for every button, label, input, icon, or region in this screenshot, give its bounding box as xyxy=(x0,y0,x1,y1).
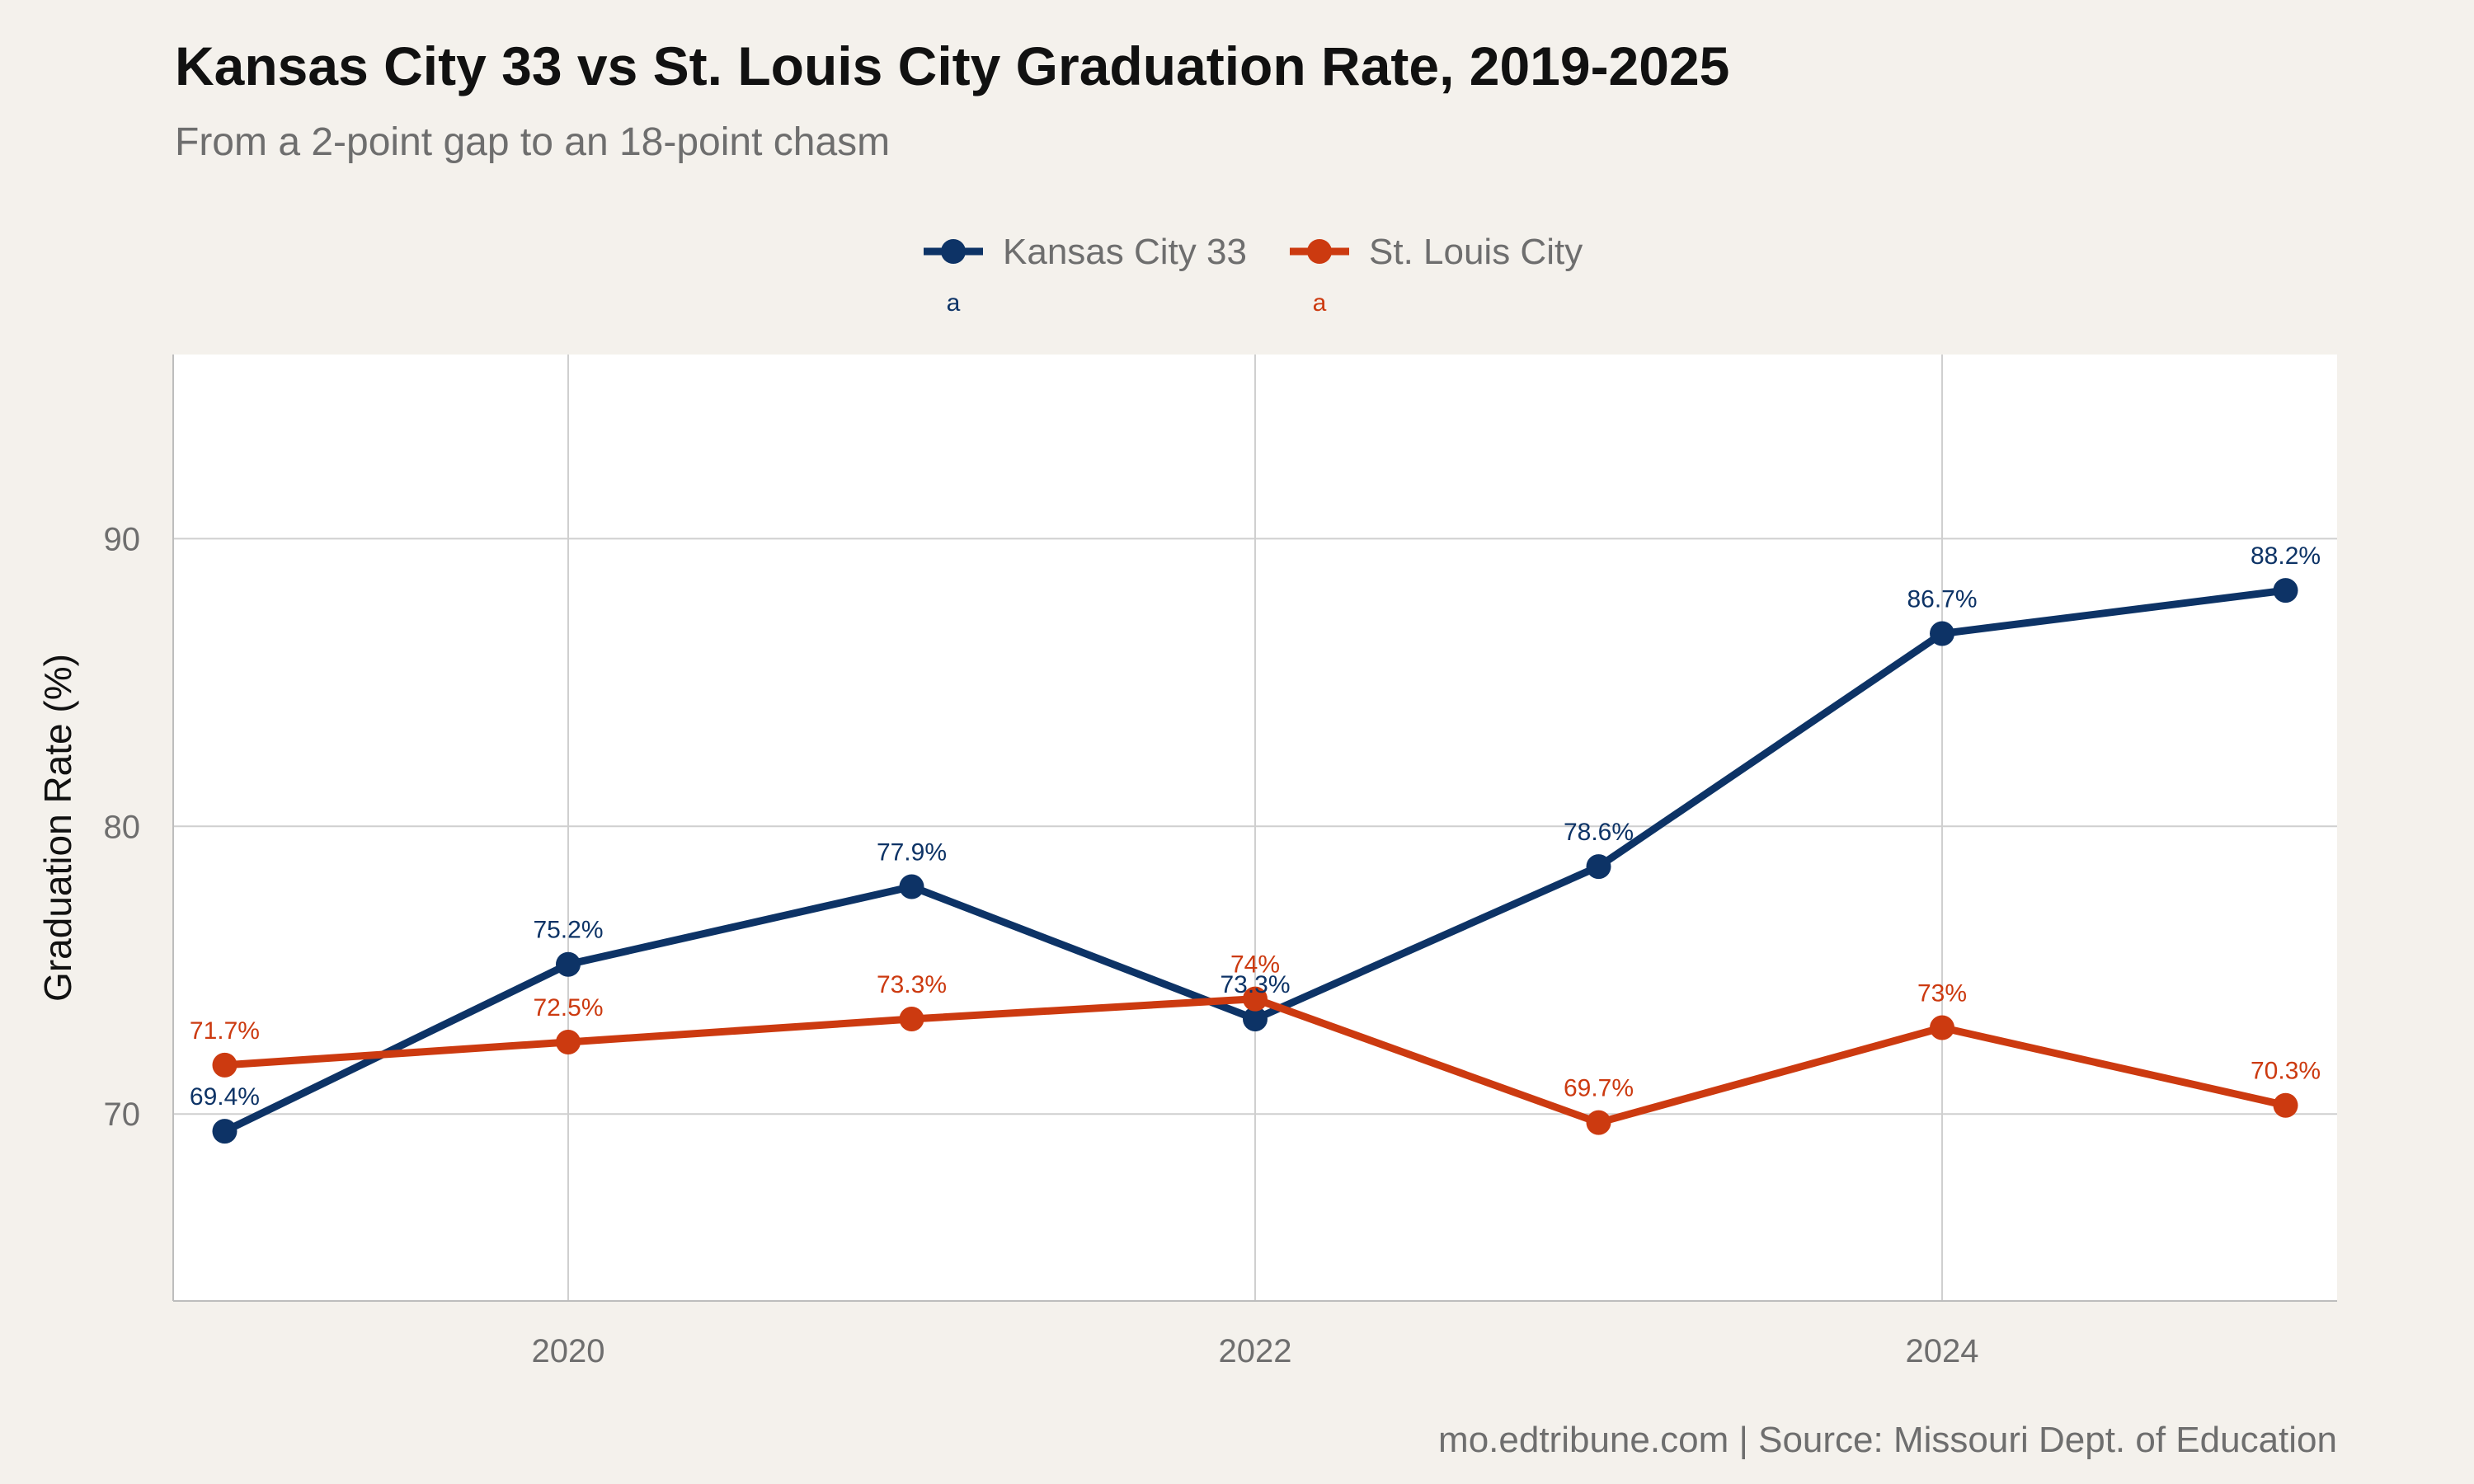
data-label-kansas-city-33: 73.3% xyxy=(1220,971,1290,998)
axes: 70 80 90 2020 2022 2024 xyxy=(104,355,2337,1369)
gridlines xyxy=(173,355,2337,1301)
data-point-st-louis-city xyxy=(2273,1092,2298,1118)
chart-title: Kansas City 33 vs St. Louis City Graduat… xyxy=(175,35,1729,96)
data-label-st-louis-city: 69.7% xyxy=(1564,1075,1634,1102)
x-tick-label: 2020 xyxy=(531,1333,604,1369)
y-tick-label: 80 xyxy=(104,809,141,845)
data-label-kansas-city-33: 86.7% xyxy=(1907,585,1977,613)
y-tick-label: 70 xyxy=(104,1097,141,1133)
data-point-st-louis-city xyxy=(212,1052,238,1078)
data-label-kansas-city-33: 88.2% xyxy=(2251,542,2321,570)
data-point-st-louis-city xyxy=(555,1029,581,1054)
data-point-st-louis-city xyxy=(1586,1110,1611,1135)
data-point-st-louis-city xyxy=(1930,1015,1955,1040)
data-point-kansas-city-33 xyxy=(212,1119,238,1144)
data-point-kansas-city-33 xyxy=(1243,1007,1268,1032)
legend: a Kansas City 33 a St. Louis City xyxy=(924,232,1583,317)
chart-subtitle: From a 2-point gap to an 18-point chasm xyxy=(175,120,890,164)
data-label-st-louis-city: 72.5% xyxy=(533,994,603,1021)
chart-caption: mo.edtribune.com | Source: Missouri Dept… xyxy=(1438,1420,2337,1460)
data-label-kansas-city-33: 69.4% xyxy=(190,1083,260,1111)
data-point-kansas-city-33 xyxy=(555,951,581,977)
data-point-kansas-city-33 xyxy=(899,874,924,899)
data-label-kansas-city-33: 75.2% xyxy=(533,917,603,944)
data-label-st-louis-city: 73.3% xyxy=(877,971,947,998)
legend-key-text-kansas-city-33: a xyxy=(947,289,961,317)
legend-label-kansas-city-33: Kansas City 33 xyxy=(1003,232,1247,272)
legend-key-point-st-louis-city xyxy=(1307,239,1332,264)
y-tick-label: 90 xyxy=(104,521,141,557)
legend-key-point-kansas-city-33 xyxy=(941,239,966,264)
x-tick-label: 2022 xyxy=(1219,1333,1292,1369)
data-point-kansas-city-33 xyxy=(2273,578,2298,603)
data-label-kansas-city-33: 78.6% xyxy=(1564,819,1634,846)
y-axis-label: Graduation Rate (%) xyxy=(36,654,79,1002)
legend-label-st-louis-city: St. Louis City xyxy=(1369,232,1583,272)
data-point-st-louis-city xyxy=(899,1007,924,1032)
data-label-st-louis-city: 74% xyxy=(1230,951,1280,979)
data-label-st-louis-city: 70.3% xyxy=(2251,1058,2321,1085)
data-point-kansas-city-33 xyxy=(1586,854,1611,880)
data-point-st-louis-city xyxy=(1243,986,1268,1012)
series-layer xyxy=(212,578,2298,1144)
data-labels: 69.4% 75.2% 77.9% 73.3% 78.6% 86.7% 88.2% 71.7%… xyxy=(190,542,2321,1111)
data-label-st-louis-city: 71.7% xyxy=(190,1017,260,1045)
x-tick-label: 2024 xyxy=(1906,1333,1979,1369)
data-label-kansas-city-33: 77.9% xyxy=(877,839,947,866)
data-label-st-louis-city: 73% xyxy=(1917,980,1967,1007)
data-point-kansas-city-33 xyxy=(1930,621,1955,646)
legend-key-text-st-louis-city: a xyxy=(1313,289,1327,317)
